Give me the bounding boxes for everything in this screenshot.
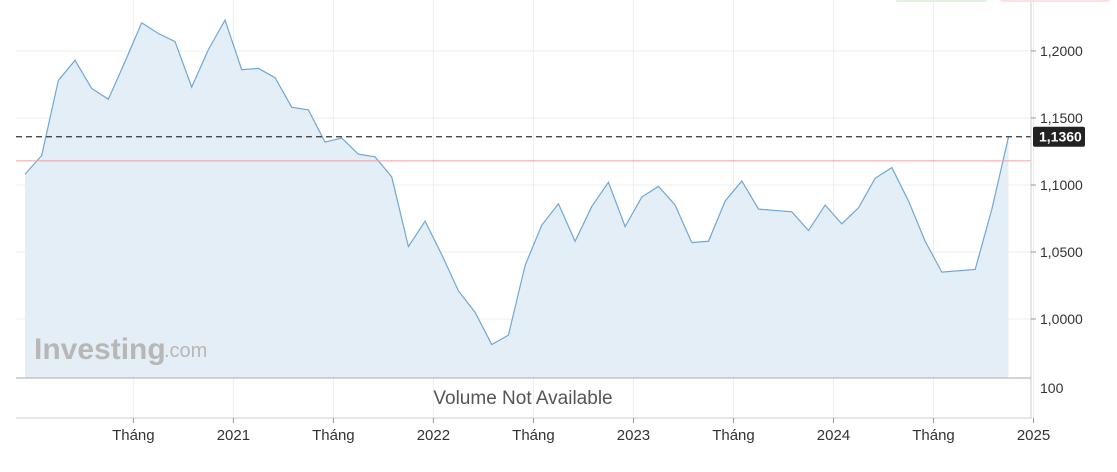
x-tick-label: Tháng	[112, 427, 155, 444]
price-area	[25, 20, 1009, 379]
x-tick-label: Tháng	[512, 427, 555, 444]
investing-logo-text: Investing	[34, 333, 166, 366]
x-axis: Tháng 2021 Tháng 2022 Tháng 2023 Tháng 2024 Thán…	[112, 418, 1050, 444]
current-price-badge: 1,1360	[1033, 126, 1085, 147]
y-tick-label: 1,2000	[1040, 43, 1083, 59]
y-tick-label: 1,0500	[1040, 244, 1083, 260]
x-tick-label: 2023	[617, 427, 650, 444]
investing-logo: Investing .com	[34, 333, 207, 366]
y-tick-label: 1,0000	[1040, 311, 1083, 327]
current-price-label: 1,1360	[1039, 129, 1082, 145]
x-tick-label: 2021	[217, 427, 250, 444]
top-tab-decoration-green	[895, 0, 987, 2]
x-tick-label: Tháng	[912, 427, 955, 444]
volume-axis-label: 100	[1040, 380, 1064, 396]
current-price-badge-bg	[1033, 126, 1085, 147]
top-tab-decoration-red	[1000, 0, 1110, 2]
y-tick-label: 1,1500	[1040, 110, 1083, 126]
volume-not-available-text: Volume Not Available	[433, 388, 612, 409]
investing-logo-suffix: .com	[164, 340, 207, 362]
y-axis: 1,0000 1,0500 1,1000 1,1500 1,2000	[1031, 43, 1083, 327]
x-tick-label: Tháng	[312, 427, 355, 444]
x-tick-label: Tháng	[712, 427, 755, 444]
x-tick-label: 2025	[1017, 427, 1050, 444]
x-tick-label: 2024	[817, 427, 850, 444]
x-tick-label: 2022	[417, 427, 450, 444]
y-tick-label: 1,1000	[1040, 177, 1083, 193]
price-line	[24, 18, 1010, 346]
